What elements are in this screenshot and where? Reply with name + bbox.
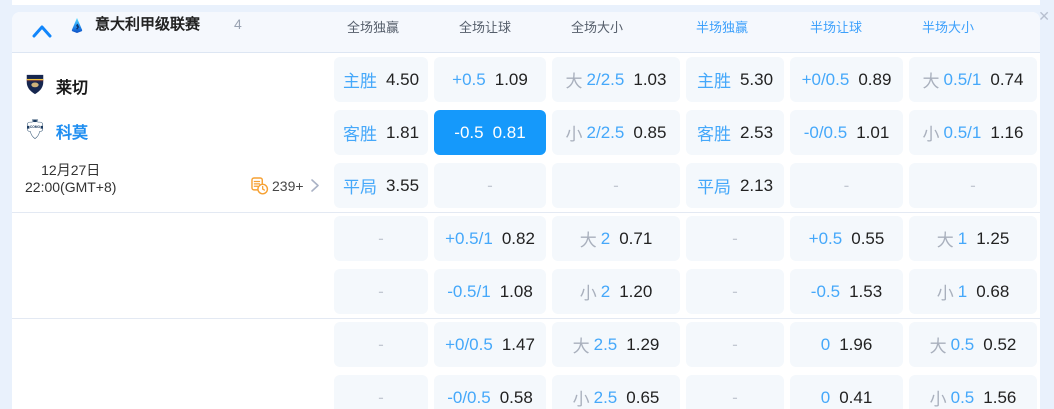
svg-text:COMO: COMO (30, 125, 41, 129)
